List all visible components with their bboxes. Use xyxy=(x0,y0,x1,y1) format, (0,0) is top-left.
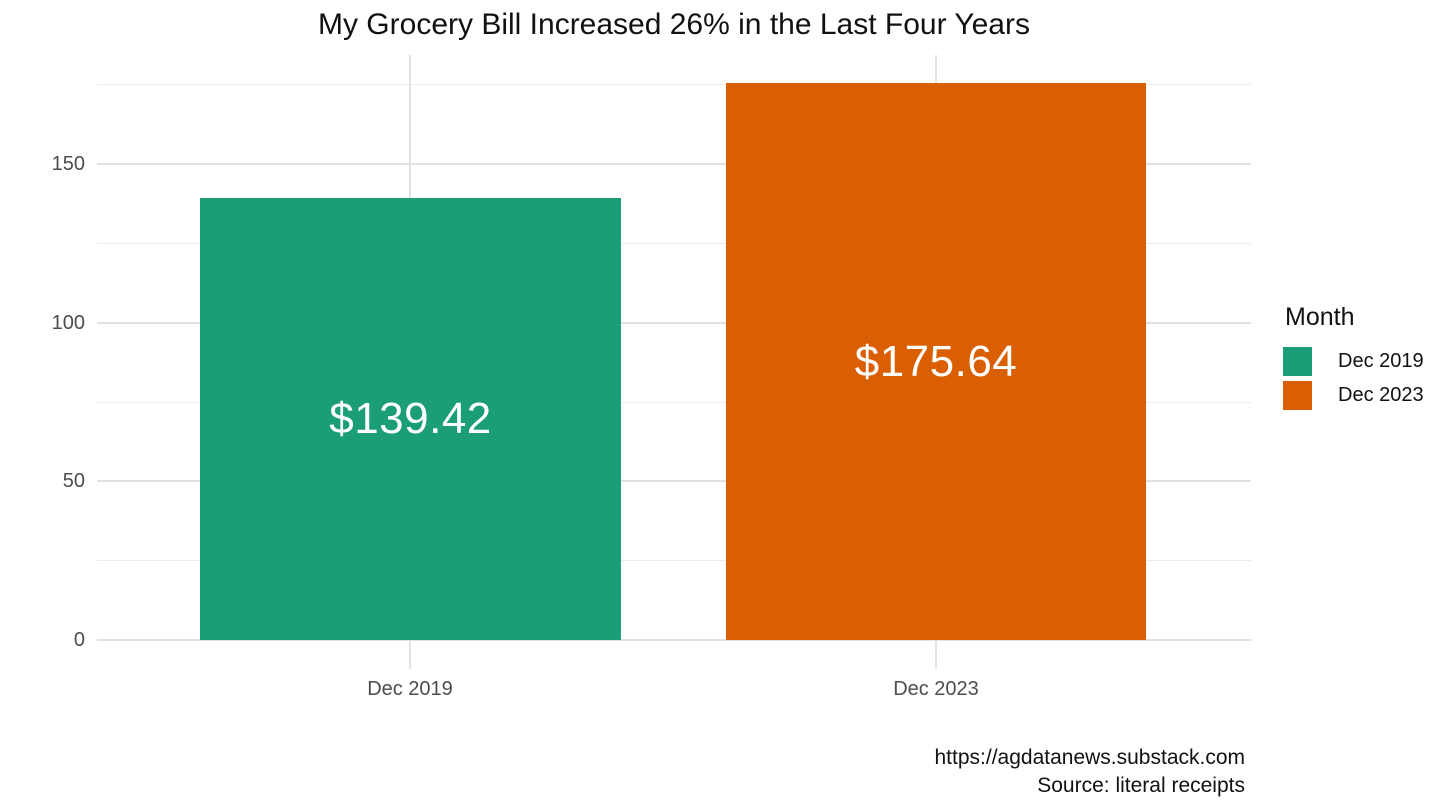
y-axis-tick-label: 150 xyxy=(51,153,85,175)
x-axis-tick-label: Dec 2019 xyxy=(367,678,453,700)
gridline-major xyxy=(97,163,1251,165)
y-axis-tick-label: 0 xyxy=(73,629,85,651)
chart-title: My Grocery Bill Increased 26% in the Las… xyxy=(317,8,1030,41)
legend-entry-dec-2019: Dec 2019 xyxy=(1283,347,1448,376)
bar-value-label: $139.42 xyxy=(329,394,492,443)
gridline-minor xyxy=(97,84,1251,85)
caption-url: https://agdatanews.substack.com xyxy=(934,746,1246,769)
bar-dec-2019: $139.42 xyxy=(200,198,621,640)
y-axis-tick-label: 100 xyxy=(51,312,85,334)
legend-swatch-icon xyxy=(1283,347,1312,376)
gridline-minor xyxy=(97,560,1251,561)
gridline-minor xyxy=(97,402,1251,403)
gridline-major xyxy=(97,480,1251,482)
legend-swatch-icon xyxy=(1283,381,1312,410)
legend-entry-label: Dec 2019 xyxy=(1338,350,1424,372)
bar-value-label: $175.64 xyxy=(854,336,1018,386)
legend-entry-dec-2023: Dec 2023 xyxy=(1283,381,1448,410)
x-axis-tick-label: Dec 2023 xyxy=(893,678,979,700)
gridline-major xyxy=(97,639,1251,641)
legend-title: Month xyxy=(1285,303,1355,331)
legend-entry-label: Dec 2023 xyxy=(1338,384,1424,406)
bar-dec-2023: $175.64 xyxy=(726,83,1146,640)
y-axis-tick-label: 50 xyxy=(62,470,85,492)
caption-source: Source: literal receipts xyxy=(1037,774,1245,797)
gridline-major xyxy=(97,322,1251,324)
legend: Month Dec 2019 Dec 2023 xyxy=(1283,303,1448,415)
chart-caption: https://agdatanews.substack.com Source: … xyxy=(935,744,1246,800)
gridline-minor xyxy=(97,243,1251,244)
